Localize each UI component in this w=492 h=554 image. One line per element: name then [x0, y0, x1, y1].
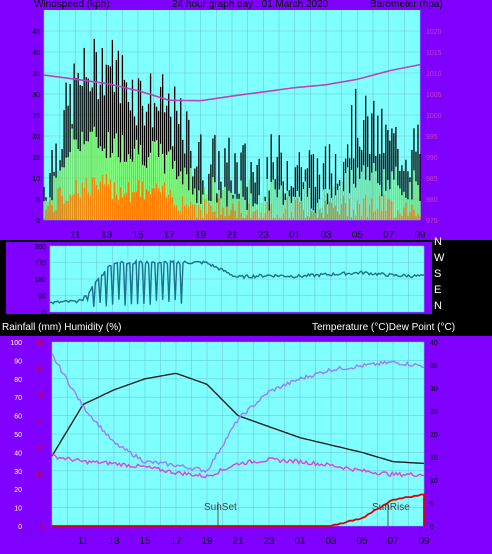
wind-ytick-label: 45 [32, 29, 40, 36]
barometer-ytick-label: 980 [426, 197, 438, 204]
direction-line [49, 258, 424, 307]
wind-xtick-label: 13 [101, 230, 113, 240]
temp-xtick-label: 01 [294, 536, 306, 547]
wind-xtick-label: 01 [289, 230, 301, 240]
rainfall-ytick-label: 15 [36, 445, 44, 452]
temperature-ytick-label: 15 [430, 455, 438, 462]
temp-dewpoint-title: Temperature (°C)Dew Point (°C) [312, 322, 456, 333]
compass-w: W [434, 252, 445, 264]
compass-labels: N W S E N [434, 236, 448, 316]
humidity-line [51, 353, 424, 473]
rainfall-ytick-label: 35 [36, 340, 44, 347]
direction-ytick-label: 0 [42, 310, 46, 316]
barometer-ytick-label: 990 [426, 155, 438, 162]
rainfall-ytick-label: 30 [36, 366, 44, 373]
temp-xtick-label: 17 [170, 536, 182, 547]
wind-xtick-label: 19 [195, 230, 207, 240]
humidity-ytick-label: 40 [14, 450, 22, 457]
compass-e: E [434, 284, 442, 296]
wind-ytick-label: 25 [32, 113, 40, 120]
direction-ytick-label: 90 [38, 294, 46, 301]
temperature-ytick-label: 10 [430, 478, 438, 485]
rainfall-ytick-label: 0 [40, 524, 44, 531]
rainfall-ytick-label: 20 [36, 419, 44, 426]
humidity-ytick-label: 50 [14, 432, 22, 439]
temperature-ytick-label: 25 [430, 409, 438, 416]
wind-xtick-label: 21 [226, 230, 238, 240]
wind-xtick-label: 17 [164, 230, 176, 240]
temp-xtick-label: 13 [108, 536, 120, 547]
temp-xtick-label: 23 [263, 536, 275, 547]
humidity-ytick-label: 0 [18, 524, 22, 531]
dew_point-line [51, 453, 424, 479]
rainfall-line [52, 493, 425, 527]
humidity-ytick-label: 10 [14, 506, 22, 513]
wind-ytick-label: 5 [36, 197, 40, 204]
temperature-ytick-label: 20 [430, 432, 438, 439]
rainfall-ytick-label: 25 [36, 393, 44, 400]
wind-xtick-label: 07 [383, 230, 395, 240]
barometer-ytick-label: 995 [426, 134, 438, 141]
barometer-axis-title: Barometer (hpa) [370, 0, 443, 10]
temp-xtick-label: 07 [387, 536, 399, 547]
rain-humidity-title: Rainfall (mm) Humidity (%) [2, 322, 122, 333]
barometer-ytick-label: 1015 [426, 50, 442, 57]
humidity-ytick-label: 100 [10, 340, 22, 347]
wind-xtick-label: 03 [320, 230, 332, 240]
barometer-ytick-label: 1010 [426, 71, 442, 78]
wind-ytick-label: 30 [32, 92, 40, 99]
temp-xtick-label: 19 [201, 536, 213, 547]
compass-s: S [434, 268, 442, 280]
wind-xtick-label: 05 [352, 230, 364, 240]
rainfall-ytick-label: 5 [40, 498, 44, 505]
wind-ytick-label: 40 [32, 50, 40, 57]
direction-ytick-label: 360 [34, 244, 46, 251]
temperature-ytick-label: 0 [430, 524, 434, 531]
humidity-ytick-label: 30 [14, 469, 22, 476]
temperature-ytick-label: 35 [430, 363, 438, 370]
humidity-ytick-label: 60 [14, 414, 22, 421]
temp-xtick-label: 15 [139, 536, 151, 547]
temp-xtick-label: 05 [356, 536, 368, 547]
wind-axis-title: Windspeed (kph) [34, 0, 110, 10]
temp-xtick-label: 03 [325, 536, 337, 547]
humidity-ytick-label: 70 [14, 395, 22, 402]
sunrise-label: SunRise [372, 502, 410, 513]
wind-ytick-label: 0 [36, 218, 40, 225]
temperature-line [51, 372, 425, 465]
temp-xtick-label: 11 [78, 536, 89, 547]
compass-n-bottom: N [434, 300, 442, 312]
wind-xtick-label: 09 [414, 230, 426, 240]
barometer-ytick-label: 1000 [426, 113, 442, 120]
barometer-ytick-label: 975 [426, 218, 438, 225]
temperature-ytick-label: 5 [430, 501, 434, 508]
chart-title: 24 hour graph day : 01 March 2020 [172, 0, 329, 10]
humidity-ytick-label: 20 [14, 487, 22, 494]
humidity-ytick-label: 80 [14, 377, 22, 384]
temperature-ytick-label: 30 [430, 386, 438, 393]
compass-n-top: N [434, 236, 442, 248]
wind-xtick-label: 15 [132, 230, 144, 240]
wind-ytick-label: 15 [32, 155, 40, 162]
wind-xtick-label: 11 [70, 230, 81, 240]
rainfall-ytick-label: 10 [36, 471, 44, 478]
wind-ytick-label: 10 [32, 176, 40, 183]
direction-ytick-label: 270 [34, 261, 46, 268]
wind-xtick-label: 23 [258, 230, 270, 240]
direction-ytick-label: 180 [34, 277, 46, 284]
barometer-ytick-label: 985 [426, 176, 438, 183]
temp-xtick-label: 09 [418, 536, 430, 547]
temp-xtick-label: 21 [232, 536, 244, 547]
direction-chart: 0 90 180 270 360 [34, 244, 425, 316]
barometer-ytick-label: 1005 [426, 92, 442, 99]
barometer-line [43, 63, 421, 102]
temperature-ytick-label: 40 [430, 340, 438, 347]
humidity-ytick-label: 90 [14, 358, 22, 365]
barometer-ytick-label: 1020 [426, 29, 442, 36]
wind-ytick-label: 20 [32, 134, 40, 141]
wind-ytick-label: 35 [32, 71, 40, 78]
sunset-label: SunSet [204, 502, 237, 513]
